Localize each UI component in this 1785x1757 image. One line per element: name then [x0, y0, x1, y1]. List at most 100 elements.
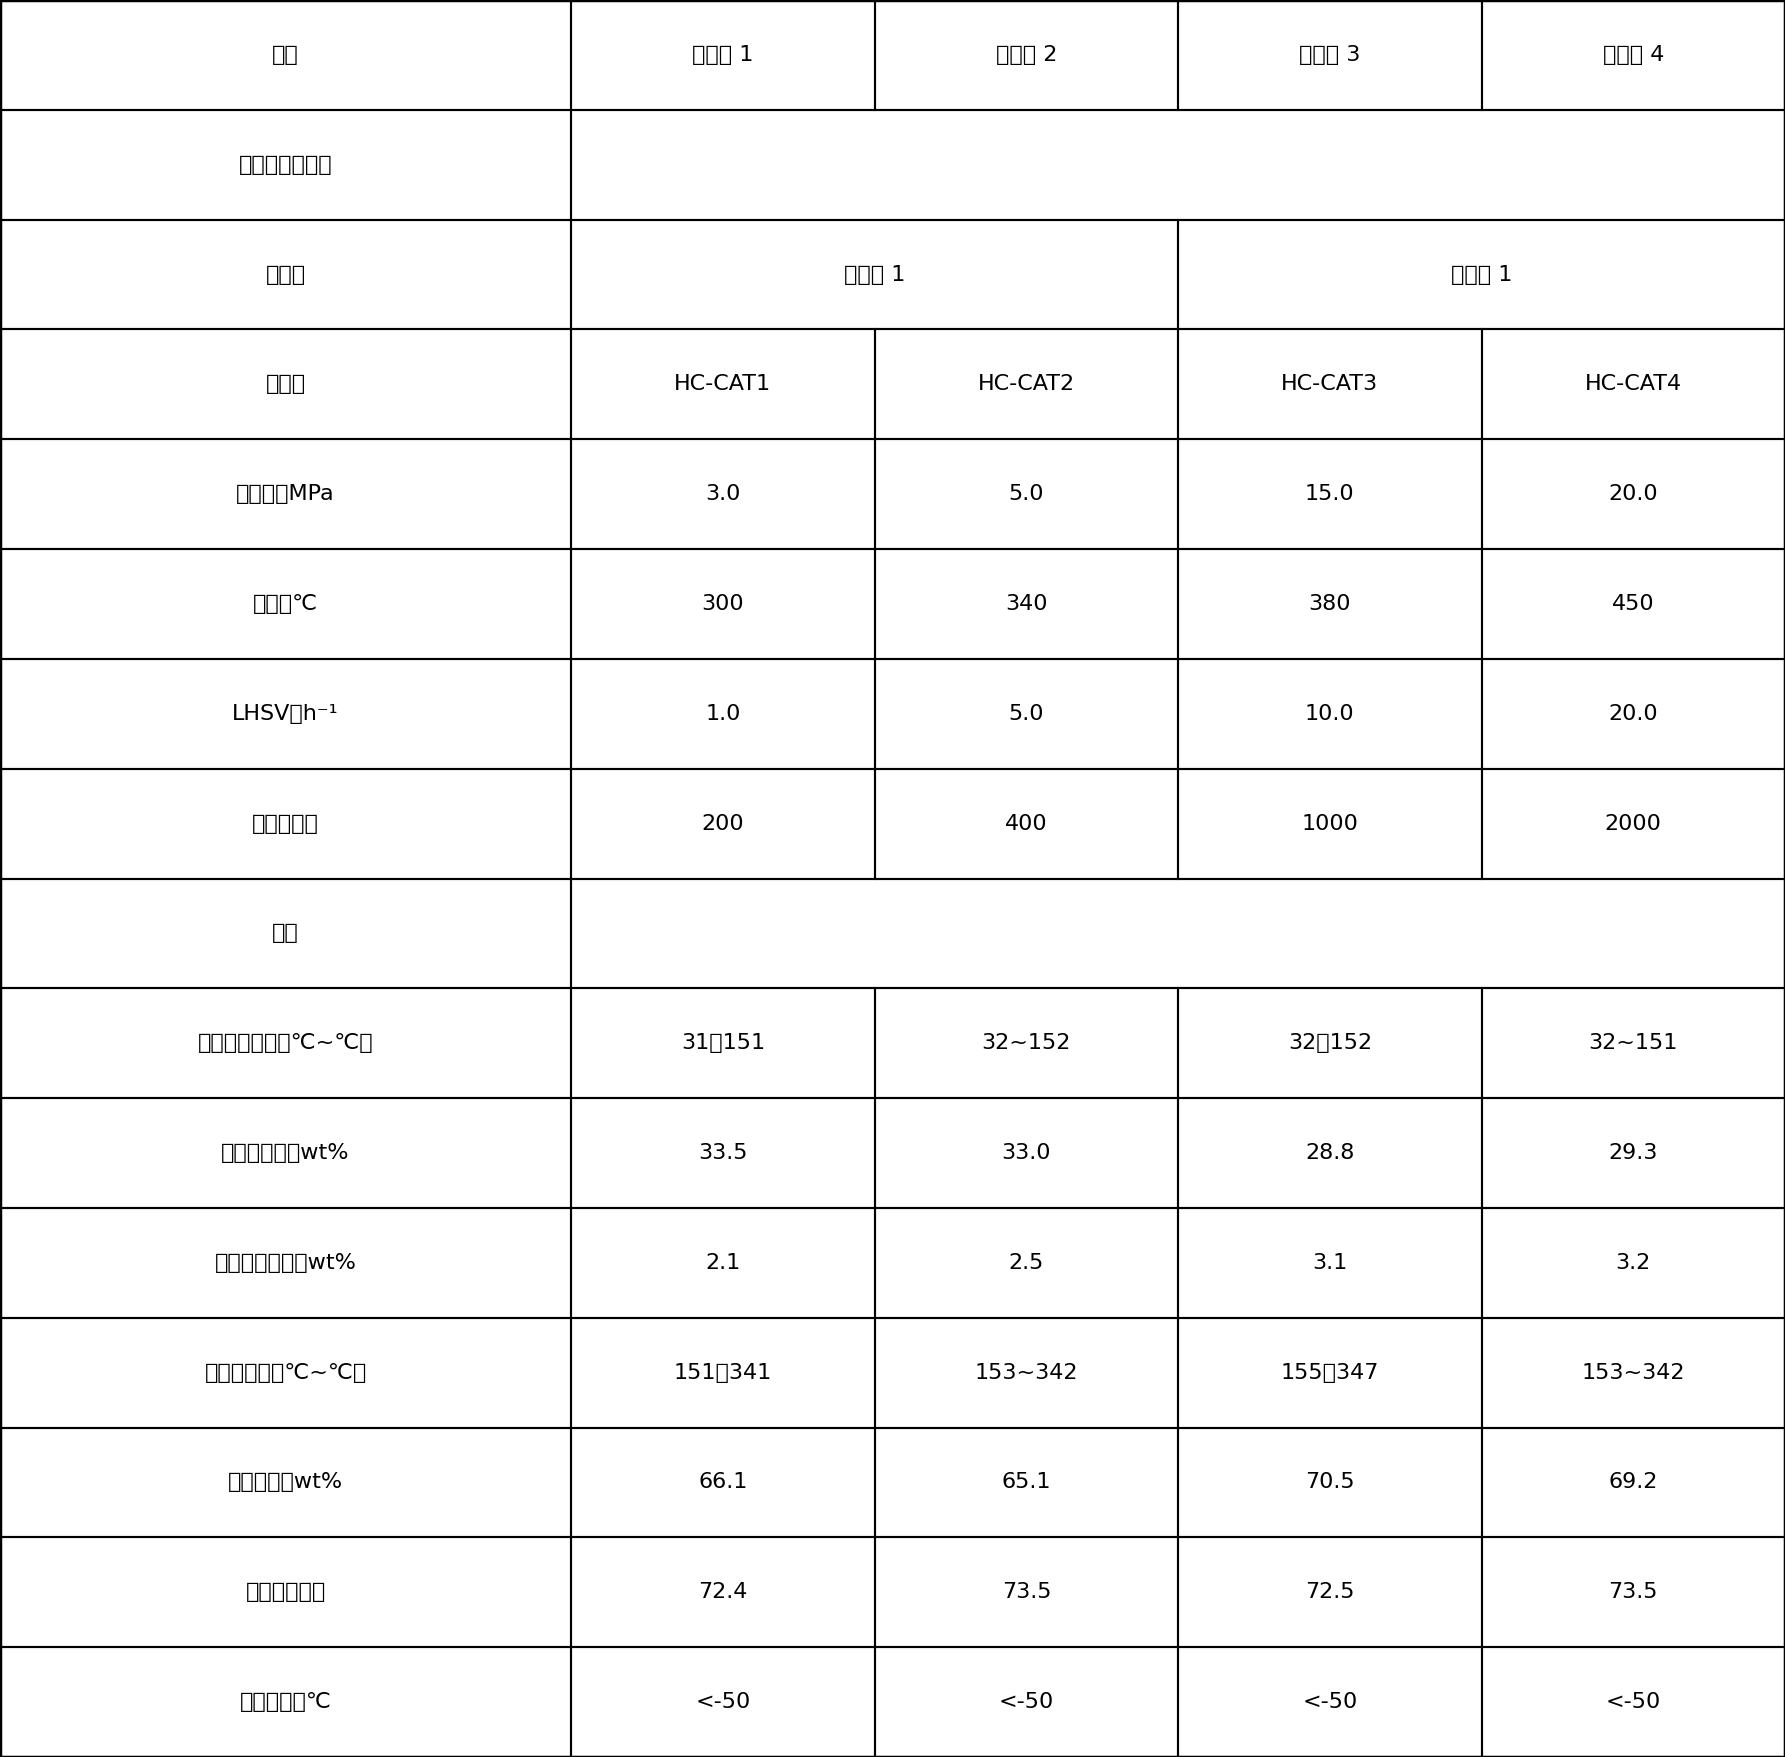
Bar — [1482, 550, 1785, 659]
Text: 加氢裂化反应器: 加氢裂化反应器 — [239, 155, 332, 174]
Text: 实施例 2: 实施例 2 — [996, 46, 1057, 65]
Text: 实施例 4: 实施例 4 — [1603, 46, 1664, 65]
Text: 产品: 产品 — [273, 924, 298, 944]
Text: HC-CAT2: HC-CAT2 — [978, 374, 1075, 394]
Text: 3.2: 3.2 — [1615, 1253, 1651, 1272]
Text: 200: 200 — [702, 813, 744, 833]
Bar — [1482, 1098, 1785, 1209]
Text: 65.1: 65.1 — [1001, 1472, 1051, 1492]
Bar — [875, 0, 1178, 111]
Text: 28.8: 28.8 — [1305, 1144, 1355, 1163]
Bar — [0, 1098, 571, 1209]
Bar — [1482, 1318, 1785, 1427]
Bar — [0, 659, 571, 770]
Text: 柴油十六烷值: 柴油十六烷值 — [246, 1583, 325, 1602]
Text: 2000: 2000 — [1605, 813, 1662, 833]
Text: 73.5: 73.5 — [1608, 1583, 1658, 1602]
Text: 实施例 1: 实施例 1 — [693, 46, 753, 65]
Bar — [0, 0, 571, 111]
Bar — [875, 1648, 1178, 1757]
Text: 20.0: 20.0 — [1608, 485, 1658, 504]
Text: 重石脑油芳潜，wt%: 重石脑油芳潜，wt% — [214, 1253, 357, 1272]
Bar — [571, 1537, 875, 1648]
Bar — [0, 330, 571, 439]
Text: 原料油: 原料油 — [266, 265, 305, 285]
Text: 73.5: 73.5 — [1001, 1583, 1051, 1602]
Text: 石脑油收率，wt%: 石脑油收率，wt% — [221, 1144, 350, 1163]
Text: 31～151: 31～151 — [680, 1033, 766, 1052]
Bar — [571, 1427, 875, 1537]
Bar — [875, 1209, 1178, 1318]
Text: HC-CAT4: HC-CAT4 — [1585, 374, 1681, 394]
Text: 32～152: 32～152 — [1287, 1033, 1373, 1052]
Bar — [875, 659, 1178, 770]
Bar — [1178, 1648, 1482, 1757]
Bar — [1482, 1209, 1785, 1318]
Bar — [1178, 330, 1482, 439]
Bar — [0, 770, 571, 878]
Text: 15.0: 15.0 — [1305, 485, 1355, 504]
Bar — [571, 659, 875, 770]
Text: 10.0: 10.0 — [1305, 705, 1355, 724]
Bar — [1178, 220, 1785, 330]
Bar — [1178, 987, 1482, 1098]
Text: 3.1: 3.1 — [1312, 1253, 1348, 1272]
Bar — [1482, 770, 1785, 878]
Text: 380: 380 — [1308, 594, 1351, 613]
Bar — [0, 111, 571, 220]
Text: 32~151: 32~151 — [1589, 1033, 1678, 1052]
Bar — [875, 770, 1178, 878]
Text: 151～341: 151～341 — [673, 1363, 773, 1383]
Text: 柴油凝点，℃: 柴油凝点，℃ — [239, 1692, 332, 1711]
Text: 70.5: 70.5 — [1305, 1472, 1355, 1492]
Text: 氢分压，MPa: 氢分压，MPa — [236, 485, 336, 504]
Bar — [875, 987, 1178, 1098]
Bar — [1482, 0, 1785, 111]
Text: <-50: <-50 — [1606, 1692, 1660, 1711]
Text: 400: 400 — [1005, 813, 1048, 833]
Bar — [1482, 439, 1785, 550]
Bar — [0, 550, 571, 659]
Bar — [1178, 659, 1482, 770]
Text: 实施例 3: 实施例 3 — [1299, 46, 1360, 65]
Bar — [875, 330, 1178, 439]
Bar — [1482, 1537, 1785, 1648]
Bar — [875, 1318, 1178, 1427]
Bar — [571, 878, 1785, 987]
Text: 155～347: 155～347 — [1280, 1363, 1380, 1383]
Bar — [571, 1318, 875, 1427]
Bar — [0, 1427, 571, 1537]
Bar — [1178, 550, 1482, 659]
Text: 2.1: 2.1 — [705, 1253, 741, 1272]
Bar — [0, 1209, 571, 1318]
Bar — [571, 550, 875, 659]
Text: 66.1: 66.1 — [698, 1472, 748, 1492]
Text: 合成蜡 1: 合成蜡 1 — [1451, 265, 1512, 285]
Bar — [571, 330, 875, 439]
Bar — [571, 1209, 875, 1318]
Bar — [875, 439, 1178, 550]
Bar — [0, 987, 571, 1098]
Text: <-50: <-50 — [1000, 1692, 1053, 1711]
Bar — [1482, 659, 1785, 770]
Bar — [571, 1648, 875, 1757]
Text: <-50: <-50 — [696, 1692, 750, 1711]
Text: 石脑油（馏程为℃~℃）: 石脑油（馏程为℃~℃） — [198, 1033, 373, 1052]
Text: 5.0: 5.0 — [1009, 485, 1044, 504]
Text: 72.4: 72.4 — [698, 1583, 748, 1602]
Text: 300: 300 — [702, 594, 744, 613]
Bar — [571, 987, 875, 1098]
Bar — [875, 1098, 1178, 1209]
Bar — [571, 770, 875, 878]
Text: 33.5: 33.5 — [698, 1144, 748, 1163]
Text: HC-CAT1: HC-CAT1 — [675, 374, 771, 394]
Text: 153~342: 153~342 — [1582, 1363, 1685, 1383]
Bar — [571, 111, 1785, 220]
Text: 2.5: 2.5 — [1009, 1253, 1044, 1272]
Text: 1.0: 1.0 — [705, 705, 741, 724]
Bar — [875, 1537, 1178, 1648]
Bar — [875, 1427, 1178, 1537]
Bar — [1178, 770, 1482, 878]
Bar — [0, 878, 571, 987]
Text: 氢油体积比: 氢油体积比 — [252, 813, 320, 833]
